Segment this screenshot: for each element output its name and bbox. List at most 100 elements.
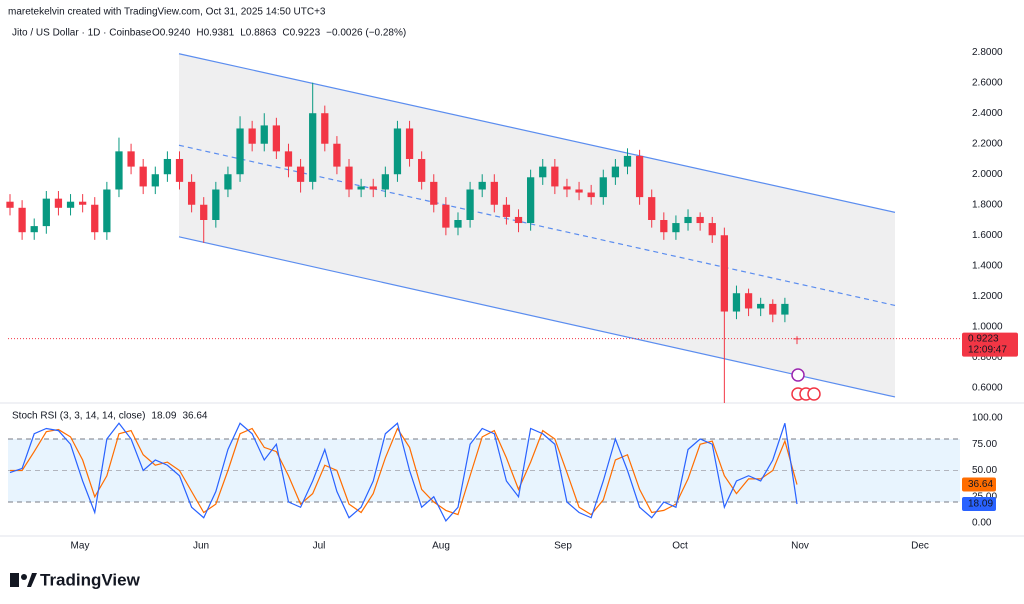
candle-body xyxy=(430,181,438,205)
y-tick-label: 1.6000 xyxy=(972,230,1003,241)
candle-body xyxy=(187,181,196,205)
candle-body xyxy=(357,186,365,190)
candle-body xyxy=(587,192,595,198)
legend-value: L0.8863 xyxy=(240,28,277,39)
channel-lower xyxy=(178,236,896,398)
candle-body xyxy=(672,223,680,233)
credit: maretekelvin created with TradingView.co… xyxy=(8,7,326,18)
candle-body xyxy=(393,128,402,175)
y-tick-label: 50.00 xyxy=(972,465,997,476)
y-tick-label: 2.6000 xyxy=(972,77,1003,88)
candle-body xyxy=(151,174,159,187)
y-tick-label: 2.8000 xyxy=(972,47,1003,58)
value-tag-text: 36.64 xyxy=(968,479,993,490)
logo-text: TradingView xyxy=(40,570,141,589)
candle-body xyxy=(575,189,583,193)
candle-body xyxy=(623,155,632,167)
y-tick-label: 0.6000 xyxy=(972,382,1003,393)
event-icon xyxy=(807,387,821,401)
candle-body xyxy=(79,201,87,205)
candle-body xyxy=(454,220,462,228)
y-tick-label: 100.00 xyxy=(972,413,1003,424)
value-tag-text: 18.09 xyxy=(968,499,993,510)
stoch-line xyxy=(9,422,798,522)
channel-fill xyxy=(179,53,895,397)
y-tick-label: 1.0000 xyxy=(972,321,1003,332)
y-tick-label: 0.00 xyxy=(972,518,992,529)
legend-value: O0.9240 xyxy=(152,28,191,39)
candle-body xyxy=(381,174,389,190)
candle-body xyxy=(611,166,620,178)
candle-body xyxy=(635,155,644,198)
candle-body xyxy=(321,113,329,144)
candle-body xyxy=(163,158,172,175)
candle-body xyxy=(660,220,668,233)
candle-body xyxy=(115,151,123,190)
price-tag-value: 0.9223 xyxy=(968,333,999,344)
legend-value: −0.0026 (−0.28%) xyxy=(326,28,406,39)
symbol: Jito / US Dollar · 1D · Coinbase xyxy=(12,28,152,39)
event-icon xyxy=(791,368,805,382)
x-tick-label: Aug xyxy=(432,541,450,552)
logo-mark xyxy=(21,574,27,580)
x-tick-label: Oct xyxy=(672,541,688,552)
legend-value: H0.9381 xyxy=(196,28,234,39)
candle-body xyxy=(42,198,50,227)
y-tick-label: 25.00 xyxy=(972,491,997,502)
indicator-value: 36.64 xyxy=(182,411,207,422)
indicator-title: Stoch RSI (3, 3, 14, 14, close) xyxy=(12,411,145,422)
candle-body xyxy=(248,128,256,144)
candle-body xyxy=(260,125,268,144)
x-tick-label: Dec xyxy=(911,541,929,552)
x-tick-label: Sep xyxy=(554,541,572,552)
candle-body xyxy=(309,113,317,182)
channel-upper xyxy=(178,53,896,213)
y-tick-label: 0.8000 xyxy=(972,352,1003,363)
candle-body xyxy=(6,201,14,208)
candle-body xyxy=(333,143,341,167)
candle-body xyxy=(648,197,656,220)
candle-body xyxy=(18,207,26,233)
candle-body xyxy=(732,293,741,312)
y-tick-label: 75.00 xyxy=(972,439,997,450)
candle-body xyxy=(139,166,147,187)
y-tick-label: 2.2000 xyxy=(972,138,1003,149)
logo-mark xyxy=(10,573,19,587)
y-tick-label: 2.0000 xyxy=(972,169,1003,180)
candle-body xyxy=(224,174,232,190)
candle-body xyxy=(684,216,692,224)
candle-body xyxy=(781,303,789,315)
logo: TradingView xyxy=(10,570,141,589)
candle-body xyxy=(127,151,135,167)
x-tick-label: May xyxy=(71,541,90,552)
candle-body xyxy=(490,181,498,205)
candle-body xyxy=(30,226,38,233)
candle-body xyxy=(526,177,535,224)
candle-body xyxy=(175,158,184,182)
candle-body xyxy=(103,189,111,233)
logo-mark xyxy=(27,573,37,587)
value-tag xyxy=(962,497,996,512)
candle-body xyxy=(514,216,523,224)
stoch-band xyxy=(8,439,960,502)
x-tick-label: Jun xyxy=(193,541,209,552)
y-tick-label: 2.4000 xyxy=(972,108,1003,119)
x-tick-label: Jul xyxy=(313,541,326,552)
candle-body xyxy=(563,186,571,190)
candle-body xyxy=(91,204,99,233)
candle-body xyxy=(599,177,607,198)
candle-body xyxy=(708,223,716,236)
candle-body xyxy=(539,166,547,178)
y-tick-label: 1.8000 xyxy=(972,199,1003,210)
candle-body xyxy=(236,128,244,175)
candle-body xyxy=(757,303,765,309)
x-tick-label: Nov xyxy=(791,541,809,552)
y-tick-label: 1.2000 xyxy=(972,291,1003,302)
price-tag-countdown: 12:09:47 xyxy=(968,344,1007,355)
candle-body xyxy=(369,186,377,190)
candle-body xyxy=(744,293,753,309)
candle-body xyxy=(502,204,511,217)
price-tag xyxy=(962,332,1018,357)
